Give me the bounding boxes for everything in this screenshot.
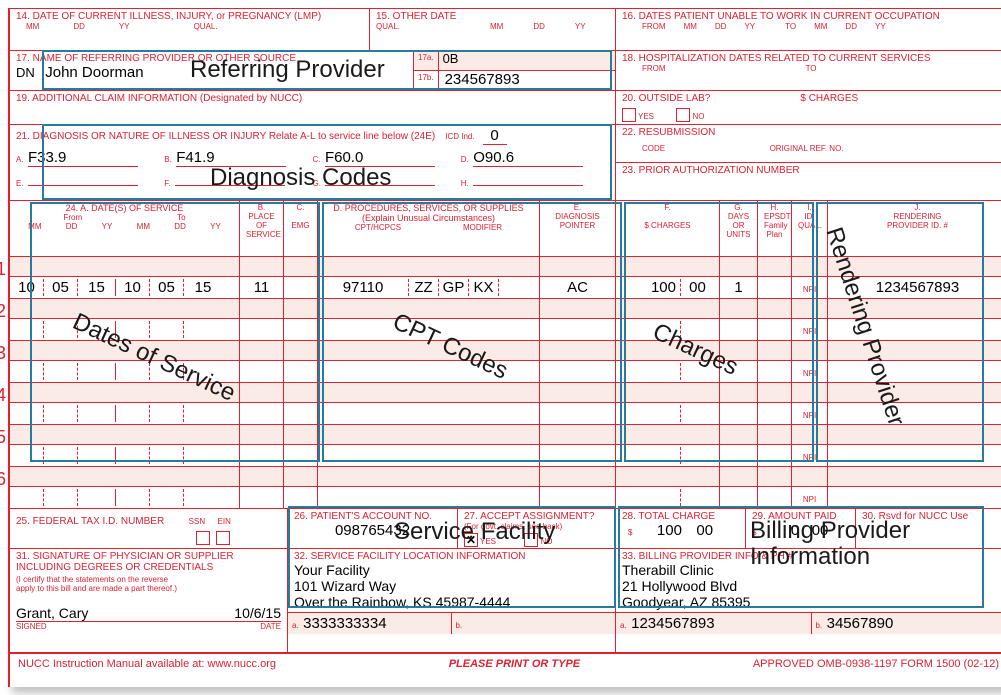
box17b-npi: 234567893 (439, 71, 520, 91)
service-row-6: NPI (10, 486, 1001, 508)
row-31-33: 31. SIGNATURE OF PHYSICIAN OR SUPPLIER I… (10, 548, 1001, 652)
box32-label: 32. SERVICE FACILITY LOCATION INFORMATIO… (294, 551, 609, 562)
box17-name: John Doorman (45, 64, 143, 81)
box25-ein-checkbox[interactable] (216, 531, 230, 545)
service-shaded-2: 2 (10, 298, 1001, 318)
footer-center: PLEASE PRINT OR TYPE (449, 658, 580, 670)
box28-d[interactable]: 100 (657, 522, 682, 539)
cms1500-form: 14. DATE OF CURRENT ILLNESS, INJURY, or … (8, 8, 1001, 687)
box32-line1: Your Facility (294, 562, 609, 578)
box27-yes-checkbox[interactable]: ✕ (464, 533, 478, 547)
box24-rows: 11005151005151197110ZZGPKXAC100001NPI123… (10, 256, 1001, 508)
footer-right: APPROVED OMB-0938-1197 FORM 1500 (02-12) (753, 658, 999, 670)
box31-label: 31. SIGNATURE OF PHYSICIAN OR SUPPLIER I… (16, 551, 281, 573)
box33a[interactable]: 1234567893 (631, 615, 714, 632)
box29-d[interactable]: 0 (791, 522, 799, 539)
box14-label: 14. DATE OF CURRENT ILLNESS, INJURY, or … (16, 11, 363, 22)
box25-ssn-checkbox[interactable] (196, 531, 210, 545)
box23-label: 23. PRIOR AUTHORIZATION NUMBER (622, 165, 1001, 176)
box21-label: 21. DIAGNOSIS OR NATURE OF ILLNESS OR IN… (16, 131, 435, 142)
box29-c[interactable]: 00 (812, 522, 829, 539)
box19-label: 19. ADDITIONAL CLAIM INFORMATION (Design… (16, 93, 609, 104)
form-footer: NUCC Instruction Manual available at: ww… (10, 652, 1001, 674)
box26-val[interactable]: 098765432 (294, 522, 451, 539)
box20-no-checkbox[interactable] (676, 108, 690, 122)
box20-yes-checkbox[interactable] (622, 108, 636, 122)
box33-line2: 21 Hollywood Blvd (622, 578, 1001, 594)
row-17-18: 17. NAME OF REFERRING PROVIDER OR OTHER … (10, 50, 1001, 90)
box32a[interactable]: 3333333334 (303, 615, 386, 632)
box32-line3: Over the Rainbow, KS 45987-4444 (294, 594, 609, 610)
service-row-5: NPI (10, 444, 1001, 466)
box17a-code: 0B (439, 51, 459, 70)
service-row-4: NPI (10, 402, 1001, 424)
box33-line1: Therabill Clinic (622, 562, 1001, 578)
box25-label: 25. FEDERAL TAX I.D. NUMBER (16, 516, 164, 527)
box33-line3: Goodyear, AZ 85395 (622, 594, 1001, 610)
service-shaded-5: 5 (10, 424, 1001, 444)
box30-label: 30. Rsvd for NUCC Use (862, 511, 1001, 522)
box31-name[interactable]: Grant, Cary (16, 605, 88, 621)
row-21-22-23: 21. DIAGNOSIS OR NATURE OF ILLNESS OR IN… (10, 124, 1001, 200)
box22-label: 22. RESUBMISSION (622, 127, 1001, 138)
box18-label: 18. HOSPITALIZATION DATES RELATED TO CUR… (622, 53, 1001, 64)
box28-c[interactable]: 00 (696, 522, 713, 539)
box17-prefix: DN (16, 65, 35, 80)
diag-A[interactable]: F33.9 (28, 149, 138, 167)
service-shaded-3: 3 (10, 340, 1001, 360)
box31-date[interactable]: 10/6/15 (234, 605, 281, 621)
diag-B[interactable]: F41.9 (176, 149, 286, 167)
box33-label: 33. BILLING PROVIDER INFO & PH # (622, 551, 1001, 562)
service-shaded-4: 4 (10, 382, 1001, 402)
box32-line2: 101 Wizard Way (294, 578, 609, 594)
box21-icd-val[interactable]: 0 (483, 127, 507, 145)
row-19-20: 19. ADDITIONAL CLAIM INFORMATION (Design… (10, 90, 1001, 124)
box24-header: 24. A. DATE(S) OF SERVICE FromTo MMDDYY … (10, 200, 1001, 256)
box16-label: 16. DATES PATIENT UNABLE TO WORK IN CURR… (622, 11, 1001, 22)
box20-label: 20. OUTSIDE LAB? (622, 93, 710, 104)
footer-left: NUCC Instruction Manual available at: ww… (18, 658, 276, 670)
row-14-15-16: 14. DATE OF CURRENT ILLNESS, INJURY, or … (10, 8, 1001, 50)
diag-D[interactable]: O90.6 (473, 149, 583, 167)
service-row-3: NPI (10, 360, 1001, 382)
box33b[interactable]: 34567890 (827, 615, 894, 632)
box28-label: 28. TOTAL CHARGE (622, 511, 739, 522)
service-row-2: NPI (10, 318, 1001, 340)
service-shaded-1: 1 (10, 256, 1001, 276)
row-25-30: 25. FEDERAL TAX I.D. NUMBER SSN EIN 26. … (10, 508, 1001, 548)
box27-no-checkbox[interactable] (524, 533, 538, 547)
box15-label: 15. OTHER DATE (376, 11, 609, 22)
box29-label: 29. AMOUNT PAID (752, 511, 849, 522)
box27-label: 27. ACCEPT ASSIGNMENT? (464, 511, 609, 522)
box26-label: 26. PATIENT'S ACCOUNT NO. (294, 511, 451, 522)
service-row-1: 1005151005151197110ZZGPKXAC100001NPI1234… (10, 276, 1001, 298)
box17-label: 17. NAME OF REFERRING PROVIDER OR OTHER … (16, 53, 407, 64)
service-shaded-6: 6 (10, 466, 1001, 486)
diag-C[interactable]: F60.0 (325, 149, 435, 167)
